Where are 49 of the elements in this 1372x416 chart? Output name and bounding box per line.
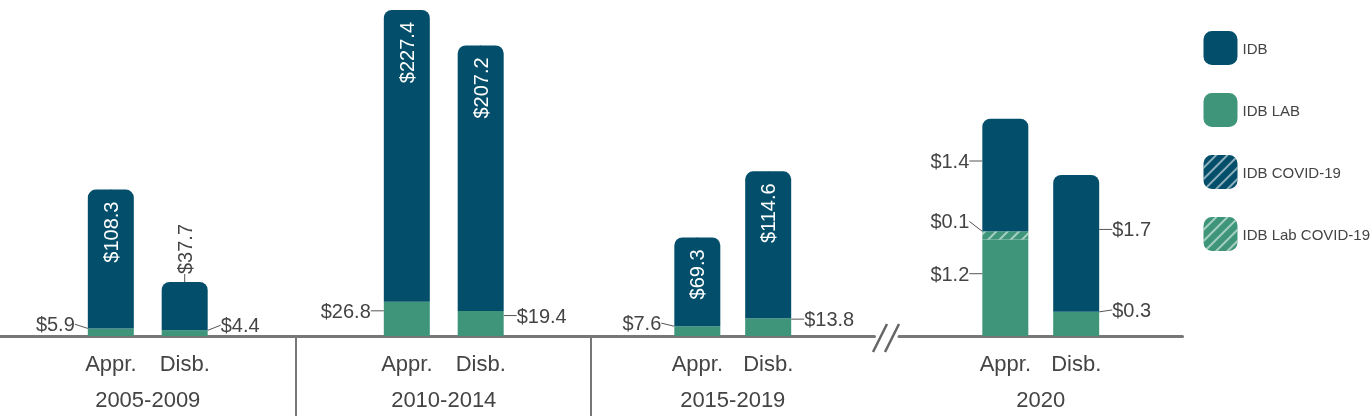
x-tick-label: Appr.	[85, 350, 137, 376]
data-label: $1.4	[929, 150, 969, 173]
legend-label: IDB LAB	[1242, 101, 1300, 119]
x-tick-label: Appr.	[979, 350, 1031, 376]
bar	[457, 45, 504, 312]
x-tick-label: Appr.	[671, 350, 723, 376]
bar	[87, 189, 134, 329]
data-label: $0.1	[929, 210, 969, 233]
data-label: $114.6	[757, 183, 780, 244]
data-label: $108.3	[99, 201, 122, 263]
bar	[383, 301, 430, 336]
x-tick-label: Disb.	[1050, 350, 1101, 376]
data-label: $7.6	[622, 312, 662, 335]
x-tick-label: Disb.	[159, 350, 210, 376]
legend-label: IDB COVID-19	[1242, 163, 1341, 181]
bar	[87, 328, 134, 336]
legend-label: IDB Lab COVID-19	[1242, 225, 1370, 243]
data-label: $1.7	[1111, 218, 1151, 241]
bar	[161, 282, 208, 331]
data-label: $1.2	[929, 262, 969, 285]
data-label: $0.3	[1111, 298, 1151, 321]
bar	[674, 326, 721, 336]
x-tick-label: Disb.	[743, 350, 794, 376]
x-axis-title: 2005-2009	[95, 386, 201, 412]
bar	[1052, 175, 1099, 312]
bar	[383, 10, 430, 302]
data-label: $69.3	[686, 249, 709, 300]
bar	[981, 239, 1028, 336]
data-label: $5.9	[35, 313, 75, 336]
data-label: $4.4	[220, 314, 260, 337]
bar	[161, 330, 208, 336]
data-label: $19.4	[516, 304, 567, 327]
x-axis-title: 2015-2019	[680, 386, 786, 412]
data-label: $227.4	[395, 22, 418, 84]
bar	[457, 311, 504, 336]
bar	[981, 118, 1028, 232]
x-tick-label: Appr.	[380, 350, 432, 376]
x-axis-title: 2020	[1015, 386, 1065, 412]
bar	[1052, 311, 1099, 336]
bar	[674, 237, 721, 327]
bar	[745, 318, 792, 336]
data-label: $37.7	[173, 223, 196, 275]
data-label: $26.8	[320, 299, 371, 322]
bar	[745, 171, 792, 319]
data-label: $207.2	[469, 57, 492, 119]
data-label: $13.8	[804, 308, 855, 331]
x-axis-title: 2010-2014	[390, 386, 496, 412]
x-tick-label: Disb.	[455, 350, 506, 376]
legend-label: IDB	[1242, 39, 1268, 57]
